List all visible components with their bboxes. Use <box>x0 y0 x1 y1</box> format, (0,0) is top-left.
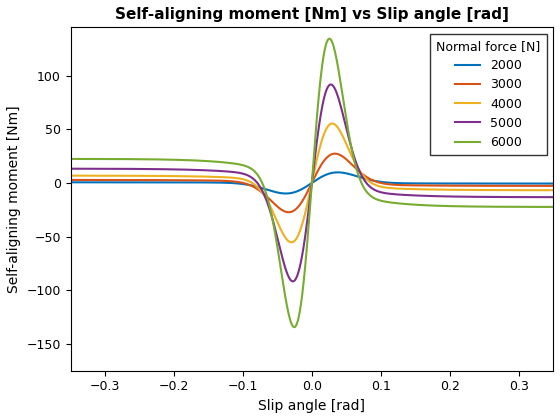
3000 <box>536 184 543 189</box>
4000 <box>329 121 335 126</box>
2000 <box>92 180 99 185</box>
6000 <box>67 156 74 161</box>
5000 <box>550 194 557 200</box>
6000 <box>447 204 454 209</box>
5000 <box>536 194 543 200</box>
5000 <box>328 82 334 87</box>
3000 <box>332 151 338 156</box>
4000 <box>92 173 99 178</box>
Line: 5000: 5000 <box>71 84 553 281</box>
3000 <box>286 210 292 215</box>
6000 <box>550 205 557 210</box>
6000 <box>326 36 333 41</box>
6000 <box>289 323 296 328</box>
4000 <box>67 173 74 178</box>
2000 <box>447 181 454 186</box>
3000 <box>290 209 296 214</box>
Line: 4000: 4000 <box>71 123 553 242</box>
2000 <box>550 181 557 186</box>
2000 <box>67 180 74 185</box>
6000 <box>92 157 99 162</box>
Legend: 2000, 3000, 4000, 5000, 6000: 2000, 3000, 4000, 5000, 6000 <box>430 34 547 155</box>
2000 <box>536 181 543 186</box>
Title: Self-aligning moment [Nm] vs Slip angle [rad]: Self-aligning moment [Nm] vs Slip angle … <box>115 7 509 22</box>
3000 <box>92 177 99 182</box>
6000 <box>291 325 298 330</box>
4000 <box>447 187 454 192</box>
4000 <box>550 188 557 193</box>
3000 <box>447 183 454 188</box>
5000 <box>302 232 309 237</box>
5000 <box>289 279 296 284</box>
3000 <box>550 184 557 189</box>
2000 <box>290 190 296 195</box>
5000 <box>447 194 454 199</box>
5000 <box>92 166 99 171</box>
6000 <box>302 261 309 266</box>
5000 <box>536 194 543 200</box>
3000 <box>536 184 543 189</box>
2000 <box>283 191 290 196</box>
5000 <box>67 166 74 171</box>
3000 <box>302 193 309 198</box>
X-axis label: Slip angle [rad]: Slip angle [rad] <box>258 399 365 413</box>
6000 <box>536 205 543 210</box>
2000 <box>334 170 341 175</box>
Line: 3000: 3000 <box>71 154 553 212</box>
4000 <box>536 188 543 193</box>
4000 <box>290 239 296 244</box>
4000 <box>536 188 543 193</box>
Y-axis label: Self-aligning moment [Nm]: Self-aligning moment [Nm] <box>7 105 21 293</box>
6000 <box>536 205 543 210</box>
4000 <box>288 240 295 245</box>
3000 <box>67 177 74 182</box>
5000 <box>290 279 296 284</box>
2000 <box>302 184 309 189</box>
2000 <box>536 181 543 186</box>
Line: 6000: 6000 <box>71 39 553 327</box>
4000 <box>302 210 309 215</box>
Line: 2000: 2000 <box>71 172 553 194</box>
